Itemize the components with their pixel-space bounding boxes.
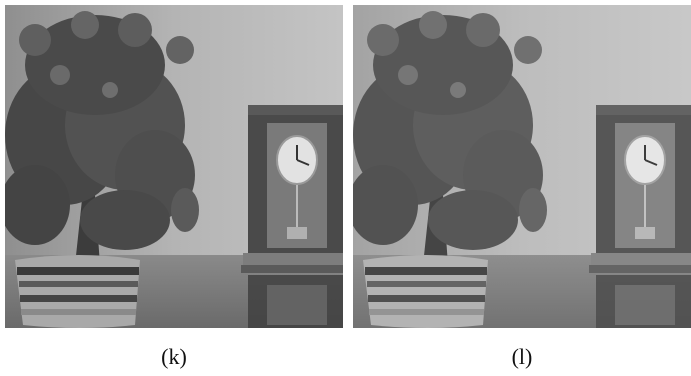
striped-flower-pot-icon bbox=[363, 255, 488, 328]
caption-k: (k) bbox=[161, 344, 187, 369]
caption-l: (l) bbox=[511, 344, 533, 369]
rose-plant-icon bbox=[353, 11, 547, 265]
photo-panel-l bbox=[353, 5, 691, 328]
mantel-clock-icon bbox=[589, 105, 691, 328]
photo-panel-k bbox=[5, 5, 343, 328]
mantel-clock-icon bbox=[241, 105, 343, 328]
striped-flower-pot-icon bbox=[15, 255, 140, 328]
rose-plant-icon bbox=[5, 11, 199, 265]
